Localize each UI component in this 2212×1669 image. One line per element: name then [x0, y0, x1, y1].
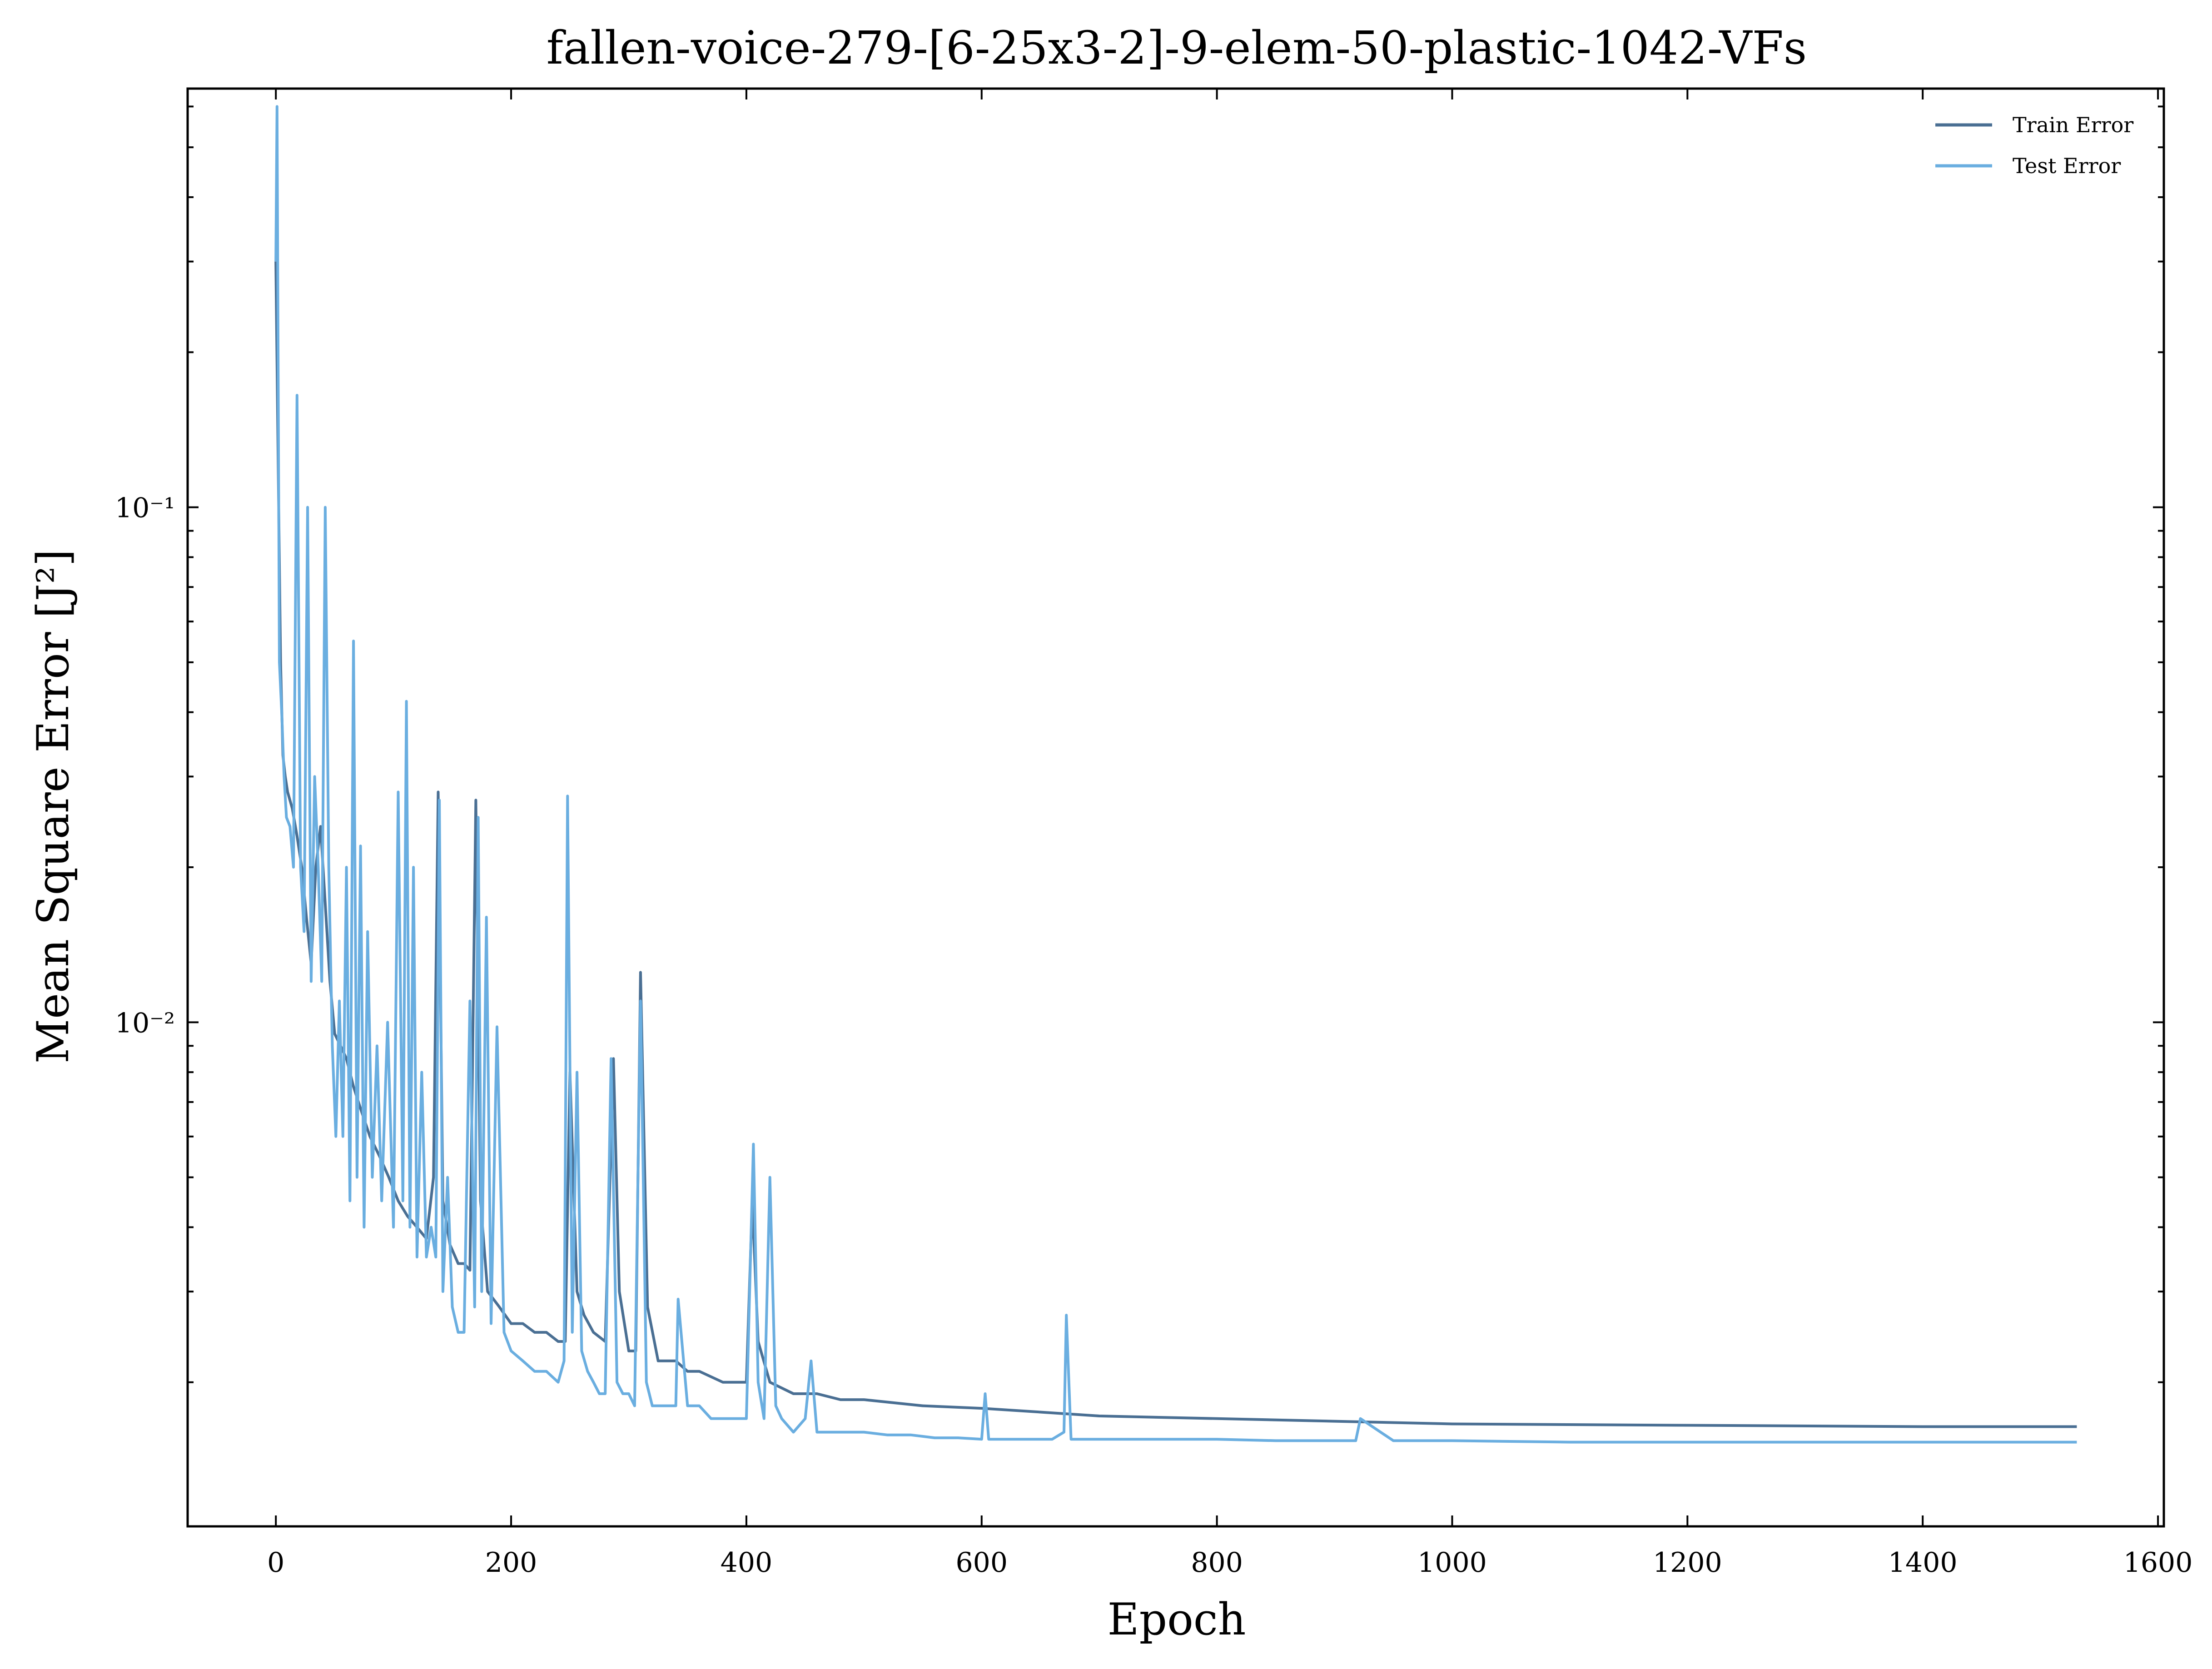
y-tick-label: 10⁻² [115, 1007, 175, 1039]
chart-title: fallen-voice-279-[6-25x3-2]-9-elem-50-pl… [547, 21, 1807, 75]
legend: Train Error Test Error [1935, 113, 2133, 178]
x-tick-label: 1000 [1417, 1547, 1487, 1579]
x-tick-label: 200 [485, 1547, 537, 1579]
y-axis-label: Mean Square Error [J²] [28, 549, 79, 1063]
series-layer [274, 105, 2077, 1444]
series-line-test [274, 105, 2077, 1444]
legend-label-test: Test Error [2013, 154, 2121, 178]
x-tick-label: 1600 [2123, 1547, 2193, 1579]
legend-label-train: Train Error [2013, 113, 2133, 137]
x-tick-label: 0 [267, 1547, 284, 1579]
x-axis: 0 200 400 600 800 1000 1200 1400 1600 [267, 89, 2192, 1579]
series-line-train [274, 261, 2077, 1428]
y-tick-label: 10⁻¹ [115, 492, 175, 524]
x-axis-label: Epoch [1108, 1594, 1246, 1645]
plot-frame [186, 87, 2165, 1528]
x-tick-label: 800 [1191, 1547, 1243, 1579]
y-axis: 10⁻¹ 10⁻² [115, 105, 2164, 1383]
x-tick-label: 1400 [1888, 1547, 1958, 1579]
x-tick-label: 600 [956, 1547, 1008, 1579]
x-tick-label: 1200 [1653, 1547, 1722, 1579]
x-tick-label: 400 [721, 1547, 773, 1579]
